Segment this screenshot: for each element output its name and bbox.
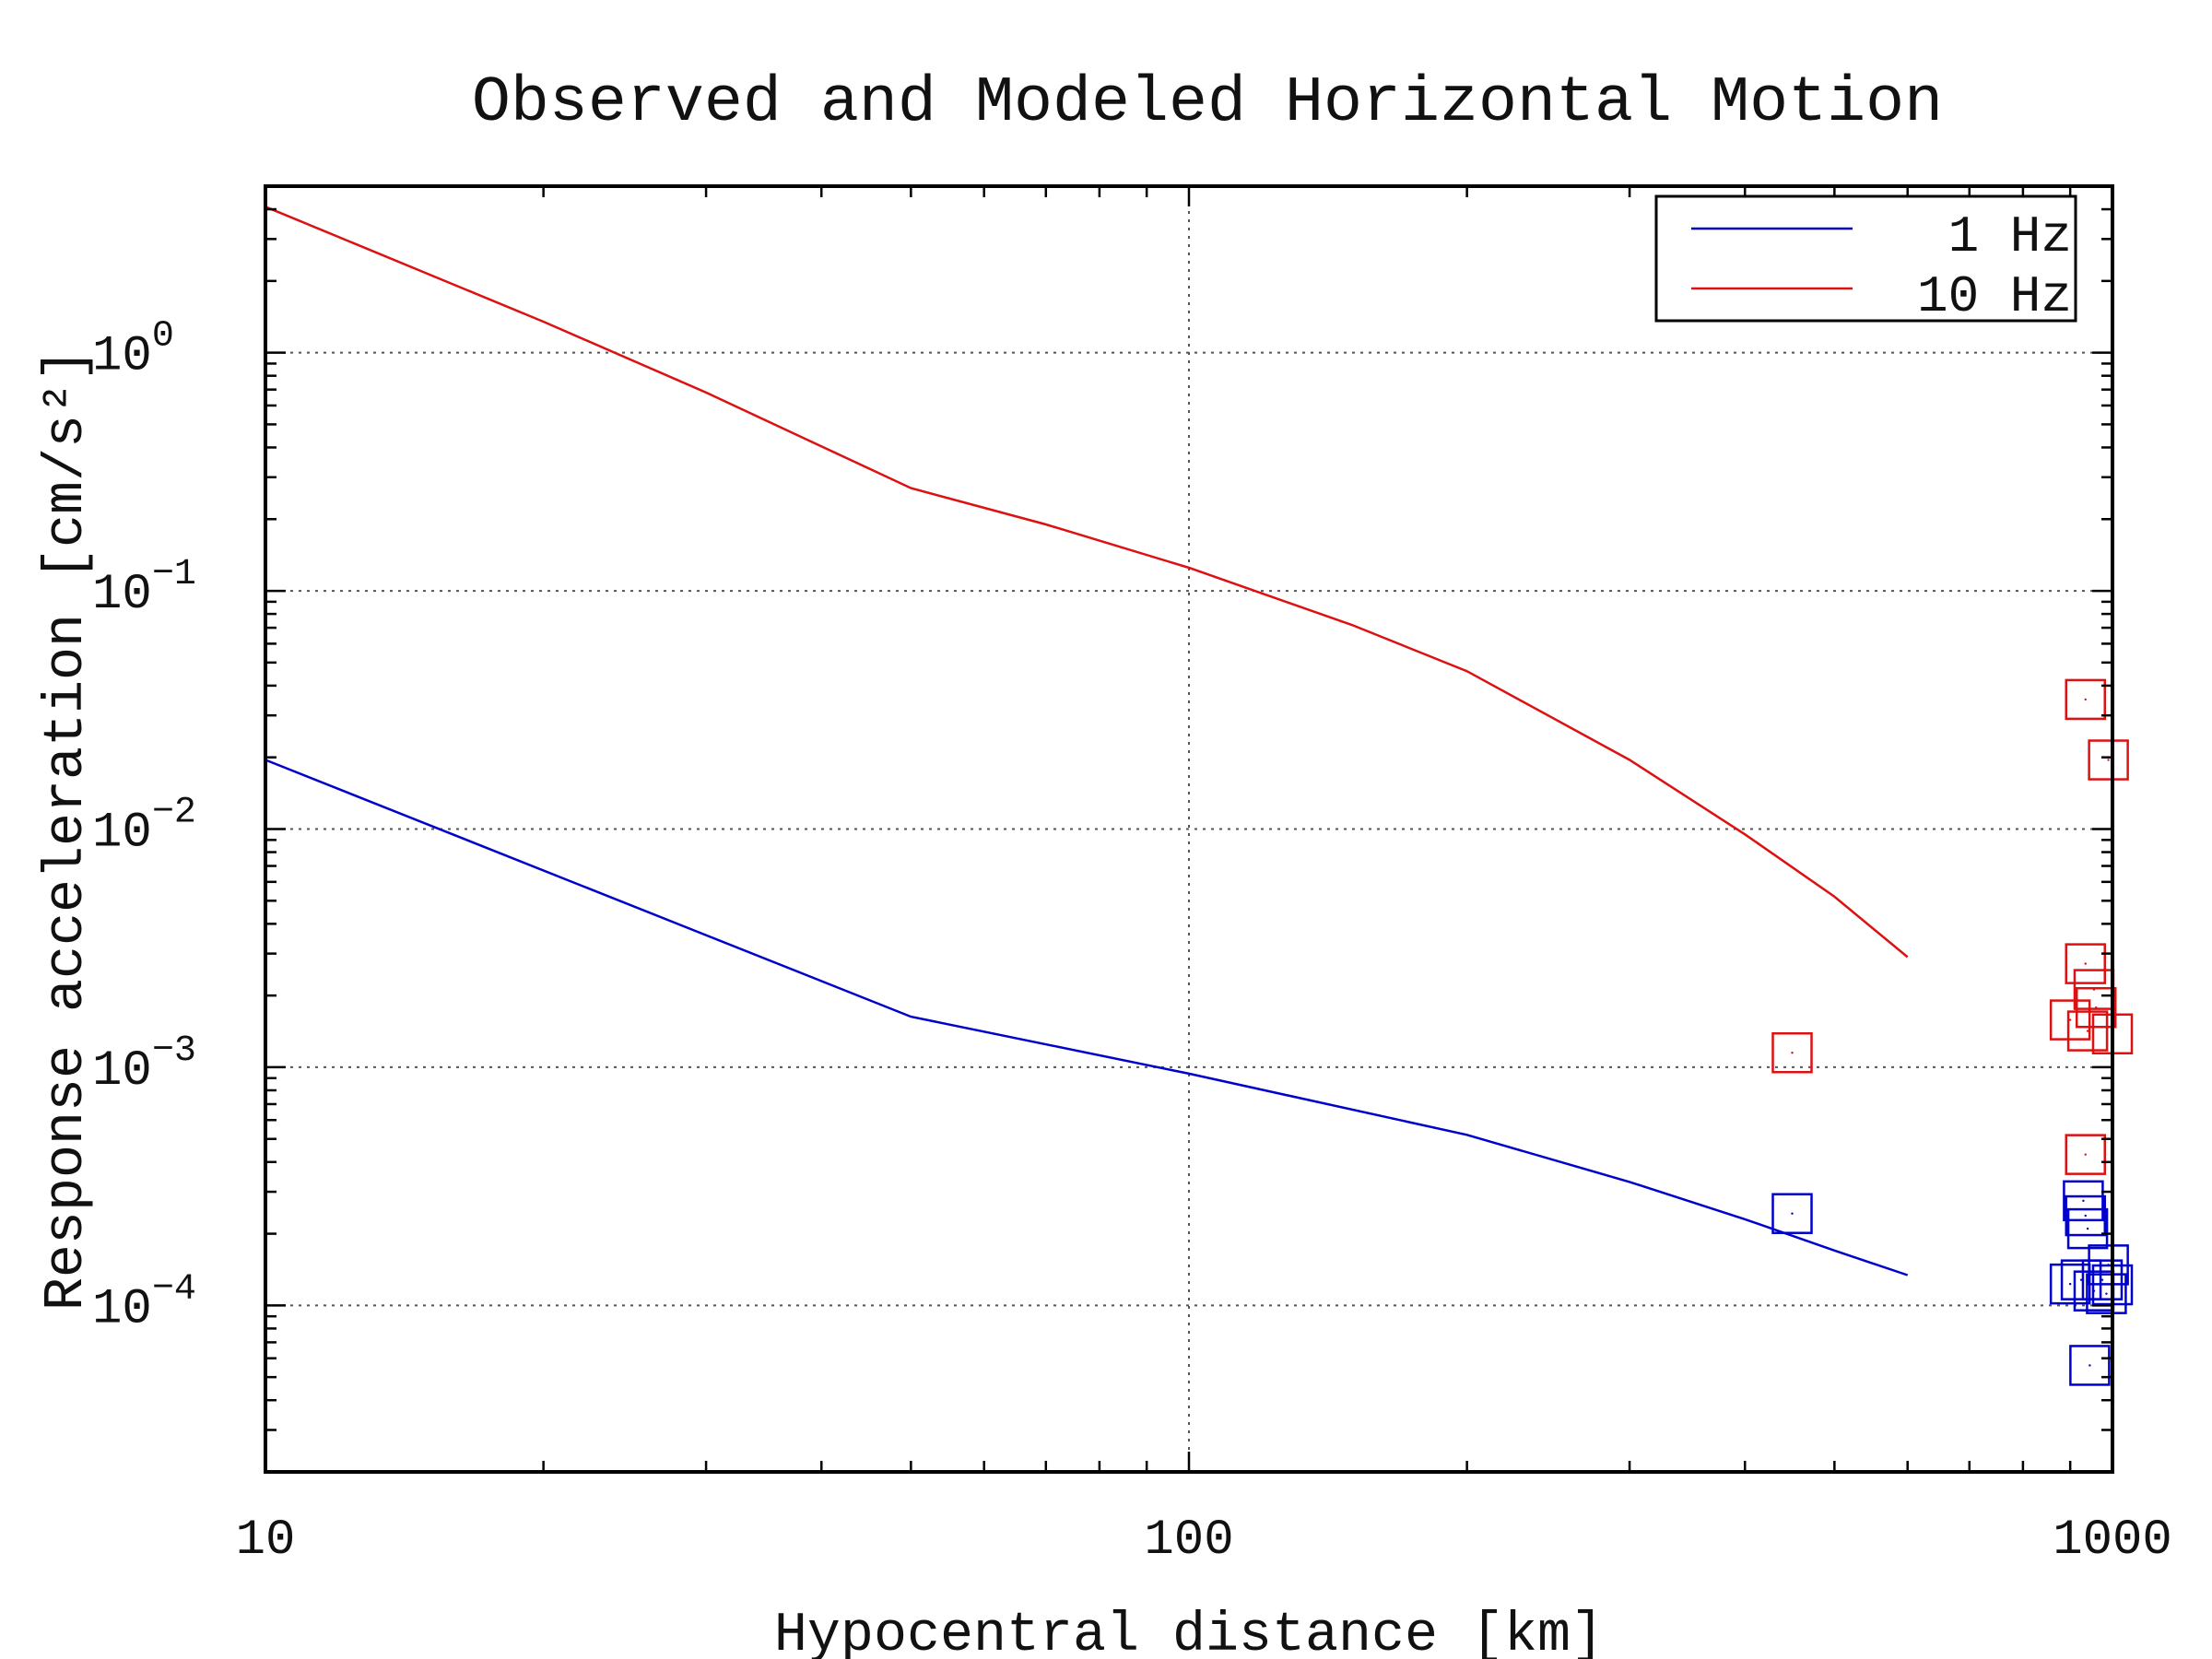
x-axis-label: Hypocentral distance [km]: [774, 1605, 1604, 1659]
observed-marker-10hz: [2088, 739, 2129, 781]
observed-marker-10hz: [2049, 999, 2091, 1041]
y-tick-label: 10−2: [92, 793, 196, 862]
x-tick-label: 10: [236, 1512, 296, 1569]
observed-point-10hz: [2084, 698, 2087, 701]
observed-point-1hz: [2105, 1292, 2108, 1295]
axis-ticks: [264, 184, 2112, 1474]
observed-point-1hz: [1791, 1212, 1794, 1215]
y-tick-label: 100: [92, 316, 174, 385]
observed-marker-10hz: [2065, 943, 2107, 984]
y-tick-label: 10−1: [92, 554, 196, 623]
observed-point-10hz: [2095, 1006, 2098, 1009]
x-tick-label: 100: [1144, 1512, 1233, 1569]
observed-point-1hz: [2086, 1227, 2089, 1230]
legend-label-1hz: 1 Hz: [1948, 207, 2072, 266]
observed-marker-10hz: [2066, 1010, 2109, 1052]
observed-point-10hz: [2086, 1030, 2089, 1032]
observed-point-1hz: [2068, 1282, 2072, 1286]
observed-point-10hz: [2084, 1153, 2087, 1156]
observed-point-10hz: [1791, 1052, 1794, 1054]
chart-title: Observed and Modeled Horizontal Motion: [472, 67, 1943, 140]
legend-box: [1654, 194, 2077, 323]
observed-marker-10hz: [1771, 1031, 1813, 1074]
observed-point-10hz: [2068, 1018, 2072, 1021]
observed-point-1hz: [2082, 1199, 2085, 1203]
observed-marker-1hz: [2069, 1345, 2111, 1386]
x-tick-label: 1000: [2053, 1512, 2172, 1569]
observed-point-10hz: [2084, 962, 2087, 965]
observed-point-10hz: [2107, 759, 2110, 761]
y-axis-label: Response acceleration [cm/s²]: [36, 348, 99, 1311]
legend: 1 Hz 10 Hz: [1654, 194, 2077, 326]
observed-point-1hz: [2100, 1278, 2104, 1281]
legend-label-10hz: 10 Hz: [1917, 267, 2072, 326]
observed-marker-10hz: [2065, 678, 2107, 721]
observed-marker-1hz: [2066, 1207, 2109, 1250]
observed-point-1hz: [2084, 1214, 2087, 1218]
y-tick-label: 10−4: [92, 1268, 196, 1337]
observed-point-1hz: [2088, 1364, 2091, 1367]
y-tick-label: 10−3: [92, 1030, 196, 1100]
observed-marker-1hz: [2060, 1259, 2102, 1300]
observed-marker-10hz: [2075, 986, 2117, 1029]
tick-labels: 10 100 1000 100 10−1 10−2 10−3 10−4: [92, 316, 2172, 1569]
observed-marker-1hz: [2063, 1180, 2104, 1222]
observed-marker-1hz: [2065, 1194, 2107, 1237]
observed-marker-10hz: [2065, 1134, 2107, 1175]
grid: [265, 186, 2112, 1472]
plot-area: [265, 206, 2134, 1386]
observed-marker-1hz: [2081, 1259, 2124, 1300]
observed-marker-1hz: [2086, 1273, 2127, 1314]
observed-point-1hz: [2079, 1278, 2083, 1281]
model-line-10hz: [265, 206, 1909, 959]
observed-marker-1hz: [1771, 1193, 1813, 1234]
model-line-1hz: [265, 759, 1909, 1277]
